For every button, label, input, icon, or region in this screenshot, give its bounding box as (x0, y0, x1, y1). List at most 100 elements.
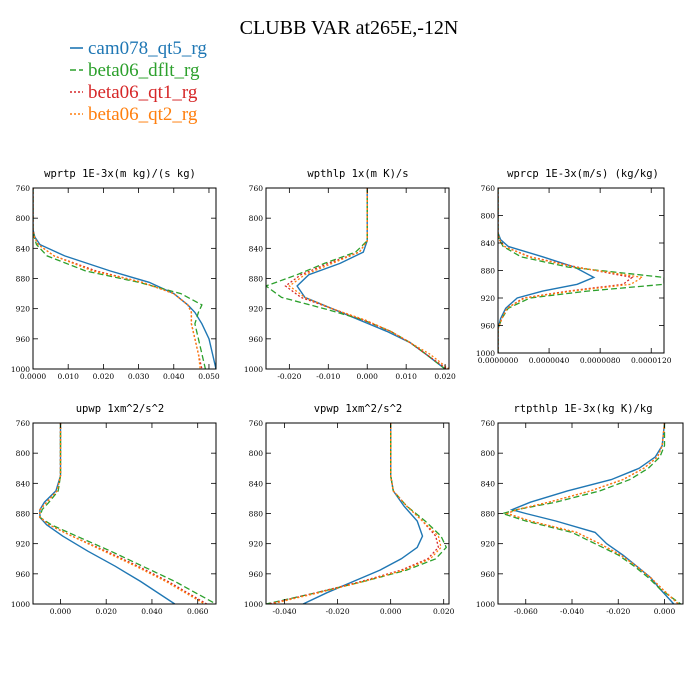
panel-5-ytick-label: 1000 (476, 600, 495, 609)
panel-2-series (498, 188, 664, 353)
panel-3: upwp 1xm^2/s^2 760 800 840 880 920 960 1000 0.00… (11, 403, 217, 616)
panel-1-xtick-label: 0.010 (395, 372, 417, 381)
panel-0-ytick-label: 920 (16, 305, 31, 314)
panel-3-ytick-label: 800 (16, 449, 31, 458)
panel-3-line-beta06_qt1_rg (39, 423, 208, 604)
panel-4-ytick-label: 920 (249, 540, 264, 549)
panel-5: rtpthlp 1E-3x(kg K)/kg 760 800 840 880 920 960… (476, 403, 684, 616)
panel-2-xtick-label: 0.0000000 (478, 356, 519, 365)
panel-5-series (500, 423, 682, 604)
panel-2-xtick-label: 0.0000040 (529, 356, 570, 365)
panel-3-ytick-label: 1000 (11, 600, 30, 609)
panel-5-line-beta06_dflt_rg (500, 423, 682, 604)
panel-3-ytick-label: 920 (16, 540, 31, 549)
panel-4-line-beta06_qt2_rg (271, 423, 442, 604)
legend-label-2: beta06_qt1_rg (88, 82, 198, 103)
panel-3-xtick-label: 0.060 (187, 607, 209, 616)
panel-4-ytick-label: 960 (249, 570, 264, 579)
panel-5-ytick-label: 800 (481, 449, 496, 458)
panel-3-line-beta06_dflt_rg (39, 423, 216, 604)
panel-4-xtick-label: 0.000 (380, 607, 402, 616)
panel-2-ytick-label: 800 (481, 212, 496, 221)
panel-3-ytick-label: 960 (16, 570, 31, 579)
panel-1-ytick-label: 920 (249, 305, 264, 314)
panel-5-line-cam078_qt5_rg (509, 423, 675, 604)
panel-1-title: wpthlp 1x(m K)/s (307, 168, 408, 180)
panels: wprtp 1E-3x(m kg)/(s kg) 760 800 840 880 920 9… (11, 168, 684, 616)
panel-5-ytick-label: 960 (481, 570, 496, 579)
panel-0-title: wprtp 1E-3x(m kg)/(s kg) (44, 168, 196, 180)
panel-2: wprcp 1E-3x(m/s) (kg/kg) 760 800 840 880 920 9… (476, 168, 672, 365)
panel-4-xtick-label: -0.040 (273, 607, 297, 616)
panel-4-ytick-label: 840 (249, 479, 264, 488)
panel-4-ytick-label: 880 (249, 510, 264, 519)
panel-0-xtick-label: 0.010 (57, 372, 79, 381)
panel-1-xtick-label: -0.020 (277, 372, 301, 381)
panel-1-ytick-label: 880 (249, 275, 264, 284)
panel-0-ytick-label: 800 (16, 214, 31, 223)
panel-1-series (266, 188, 449, 369)
panel-1-xtick-label: -0.010 (316, 372, 340, 381)
panel-0-xtick-label: 0.020 (93, 372, 115, 381)
panel-5-title: rtpthlp 1E-3x(kg K)/kg (513, 403, 652, 415)
panel-0-ytick-label: 760 (16, 184, 31, 193)
panel-3-ytick-label: 760 (16, 419, 31, 428)
panel-0-series (33, 188, 216, 369)
panel-2-ytick-label: 1000 (476, 349, 495, 358)
panel-1-ytick-label: 960 (249, 335, 264, 344)
panel-1-line-cam078_qt5_rg (296, 188, 446, 369)
panel-2-ytick-label: 760 (481, 184, 496, 193)
panel-5-line-beta06_qt2_rg (505, 423, 679, 604)
panel-1-ytick-label: 840 (249, 244, 264, 253)
panel-0-line-beta06_qt2_rg (33, 188, 201, 369)
panel-1-ytick-label: 800 (249, 214, 264, 223)
panel-3-series (39, 423, 216, 604)
panel-1-line-beta06_qt1_rg (284, 188, 448, 369)
panel-4-ytick-label: 800 (249, 449, 264, 458)
panel-4-series (266, 423, 448, 604)
panel-0-ytick-label: 1000 (11, 365, 30, 374)
panel-5-xtick-label: 0.000 (654, 607, 676, 616)
panel-3-xtick-label: 0.020 (95, 607, 117, 616)
panel-3-xtick-label: 0.040 (141, 607, 163, 616)
panel-2-xtick-label: 0.0000080 (580, 356, 621, 365)
panel-5-xtick-label: -0.040 (560, 607, 584, 616)
panel-0-ytick-label: 960 (16, 335, 31, 344)
panel-0-frame (32, 187, 217, 370)
panel-2-line-beta06_qt1_rg (498, 188, 634, 353)
panel-5-line-beta06_qt1_rg (505, 423, 679, 604)
panel-3-title: upwp 1xm^2/s^2 (76, 403, 165, 415)
panel-5-ytick-label: 760 (481, 419, 496, 428)
panel-4-title: vpwp 1xm^2/s^2 (314, 403, 403, 415)
panel-4-line-beta06_qt1_rg (268, 423, 440, 604)
panel-4-frame (265, 422, 450, 605)
panel-2-xtick-label: 0.0000120 (631, 356, 672, 365)
panel-0-xtick-label: 0.050 (198, 372, 220, 381)
panel-0-xtick-label: 0.030 (128, 372, 150, 381)
panel-4-line-cam078_qt5_rg (302, 423, 424, 604)
panel-2-ytick-label: 960 (481, 322, 496, 331)
figure-title: CLUBB VAR at265E,-12N (240, 17, 459, 39)
panel-0-line-cam078_qt5_rg (33, 188, 216, 369)
panel-0-xtick-label: 0.0000 (20, 372, 46, 381)
panel-0-ytick-label: 840 (16, 244, 31, 253)
panel-1-frame (265, 187, 450, 370)
legend-label-3: beta06_qt2_rg (88, 104, 198, 125)
panel-2-title: wprcp 1E-3x(m/s) (kg/kg) (507, 168, 659, 180)
panel-2-ytick-label: 880 (481, 267, 496, 276)
panel-4-ytick-label: 1000 (244, 600, 263, 609)
panel-4-xtick-label: 0.020 (433, 607, 455, 616)
panel-5-xtick-label: -0.020 (606, 607, 630, 616)
panel-0-line-beta06_dflt_rg (33, 188, 207, 369)
panel-2-ytick-label: 840 (481, 239, 496, 248)
legend-label-1: beta06_dflt_rg (88, 60, 200, 81)
panel-1-xtick-label: 0.000 (356, 372, 378, 381)
panel-3-ytick-label: 880 (16, 510, 31, 519)
panel-1-line-beta06_qt2_rg (288, 188, 449, 369)
panel-1-line-beta06_dflt_rg (266, 188, 446, 369)
panel-4-xtick-label: -0.020 (326, 607, 350, 616)
panel-5-ytick-label: 840 (481, 479, 496, 488)
panel-0-ytick-label: 880 (16, 275, 31, 284)
panel-1-xtick-label: 0.020 (434, 372, 456, 381)
panel-1-ytick-label: 1000 (244, 365, 263, 374)
